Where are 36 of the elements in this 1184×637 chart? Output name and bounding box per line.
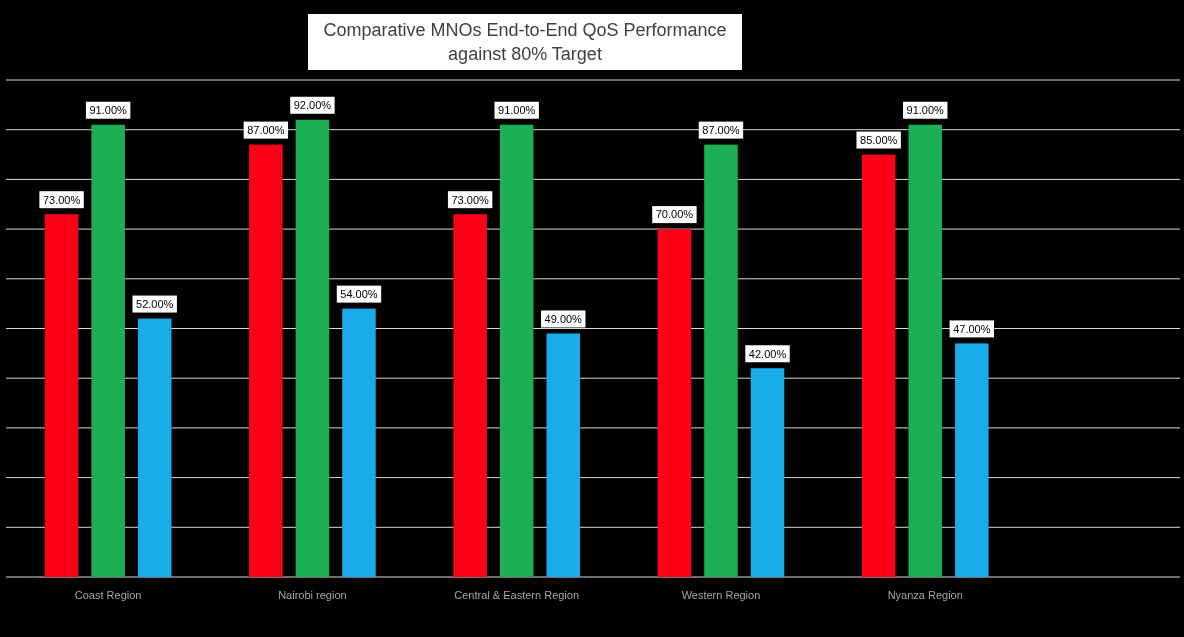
data-label: 52.00% [136,297,174,310]
data-label: 92.00% [293,99,332,112]
data-label: 49.00% [544,312,583,325]
bar [44,214,79,577]
data-label: 91.00% [498,104,536,117]
data-label: 47.00% [953,322,991,335]
data-label: 91.00% [906,104,945,117]
data-label: 87.00% [247,123,285,136]
data-label: 70.00% [655,208,694,221]
x-tick-label: Nairobi region [278,589,347,601]
bar [137,318,172,577]
bar [295,119,330,577]
bar [499,124,534,577]
bar [750,368,785,577]
data-label: 54.00% [340,287,378,300]
data-label: 73.00% [42,193,81,206]
data-label: 85.00% [860,133,898,146]
bar [91,124,125,577]
bar [955,343,989,577]
x-tick-label: Coast Region [74,589,142,601]
data-label: 87.00% [702,123,740,136]
x-tick-label: Western Region [681,589,761,601]
bar [546,333,581,577]
bar [704,144,738,577]
x-tick-label: Nyanza Region [887,589,963,601]
bar [249,144,283,577]
bar [861,154,896,577]
bar [342,308,376,577]
bar [908,124,942,577]
x-tick-label: Central & Eastern Region [454,589,580,601]
data-label: 42.00% [748,347,787,360]
data-label: 91.00% [89,104,128,117]
data-label: 73.00% [451,193,489,206]
bar [453,214,487,577]
chart-title: Comparative MNOs End-to-End QoS Performance against 80% Target [323,20,727,64]
bar [657,229,692,577]
